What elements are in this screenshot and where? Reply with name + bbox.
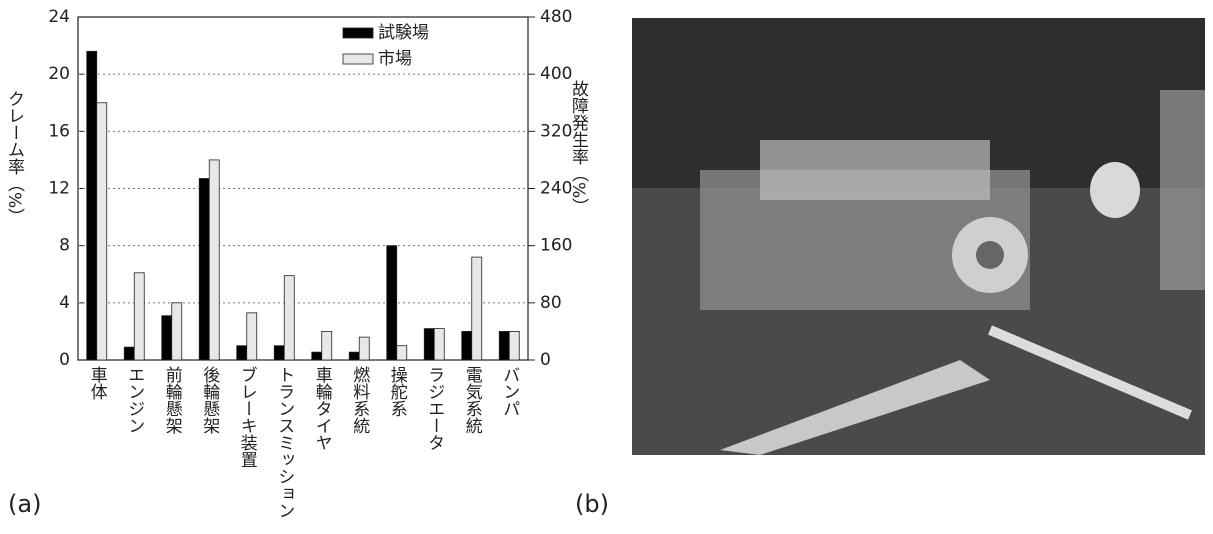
bar (87, 51, 97, 360)
x-tick-label: 電気系統 (462, 366, 483, 434)
bar (387, 246, 397, 360)
bar (199, 178, 209, 360)
bar (284, 276, 294, 360)
x-tick-label: 前輪懸架 (162, 366, 183, 434)
photo (632, 18, 1205, 455)
bar (434, 329, 444, 360)
x-tick-label: トランスミッション (274, 366, 294, 519)
bar (359, 337, 369, 360)
bar (124, 347, 134, 360)
bar (209, 160, 219, 360)
bar (247, 313, 257, 360)
x-tick-label: エンジン (124, 366, 144, 434)
x-tick-label: 燃料系統 (349, 366, 370, 434)
y-tick-label: 16 (48, 121, 70, 141)
legend-swatch (343, 28, 373, 38)
bar (322, 331, 332, 360)
y2-tick-label: 240 (540, 179, 572, 199)
y-tick-label: 12 (48, 179, 70, 199)
y2-tick-label: 480 (540, 7, 572, 27)
y2-tick-label: 80 (540, 293, 562, 313)
y-tick-label: 8 (59, 236, 70, 256)
x-tick-label: ブレーキ装置 (237, 366, 258, 468)
bar (424, 329, 434, 360)
y2-tick-label: 0 (540, 350, 551, 370)
x-tick-label: 後輪懸架 (199, 366, 220, 434)
y2-tick-label: 320 (540, 121, 572, 141)
x-tick-label: 車輪タイヤ (312, 366, 333, 451)
bar (509, 331, 519, 360)
legend-swatch (343, 54, 373, 64)
y2-tick-label: 400 (540, 64, 572, 84)
bar (349, 352, 359, 360)
panel-label: (a) (8, 490, 41, 518)
y-tick-label: 0 (59, 350, 70, 370)
legend-label: 市場 (378, 49, 412, 69)
x-tick-label: ラジエータ (424, 366, 444, 451)
bar (472, 257, 482, 360)
bar (462, 331, 472, 360)
y-axis-label: クレーム率（%） (4, 90, 25, 225)
legend-label: 試験場 (378, 23, 429, 43)
bar (274, 346, 284, 360)
y-tick-label: 4 (59, 293, 70, 313)
bar (312, 352, 322, 360)
bar (134, 273, 144, 360)
bar (172, 303, 182, 360)
y-tick-label: 24 (48, 7, 70, 27)
figure: (a) (b) クレーム率（%） 故障発生率（%） 04812162024080… (0, 0, 1213, 530)
bar (162, 316, 172, 360)
bar (397, 346, 407, 360)
y-tick-label: 20 (48, 64, 70, 84)
x-tick-label: バンパ (499, 366, 519, 417)
bar (97, 103, 107, 360)
panel-label: (b) (575, 490, 609, 518)
y2-tick-label: 160 (540, 236, 572, 256)
bar (499, 331, 509, 360)
x-tick-label: 車体 (87, 366, 108, 400)
x-tick-label: 操舵系 (387, 366, 408, 417)
bar (237, 346, 247, 360)
